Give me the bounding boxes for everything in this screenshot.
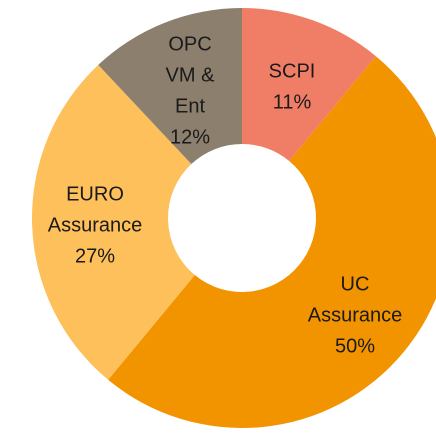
slice-label: EURO	[66, 183, 124, 205]
slice-label: UC	[341, 273, 370, 295]
value-label: 12%	[170, 126, 210, 148]
value-label: 11%	[273, 91, 312, 113]
slice-label: Ent	[175, 95, 205, 117]
donut-slice	[108, 56, 436, 428]
slice-label: SCPI	[269, 60, 316, 82]
slice-label: OPC	[168, 33, 211, 55]
donut-slice	[242, 8, 376, 161]
value-label: 27%	[75, 245, 115, 267]
value-label: 50%	[335, 335, 375, 357]
slice-label: Assurance	[308, 304, 403, 326]
donut-slice	[32, 64, 195, 380]
donut-slice	[98, 8, 242, 165]
slice-label: VM &	[166, 64, 216, 86]
slice-label: Assurance	[48, 214, 143, 236]
